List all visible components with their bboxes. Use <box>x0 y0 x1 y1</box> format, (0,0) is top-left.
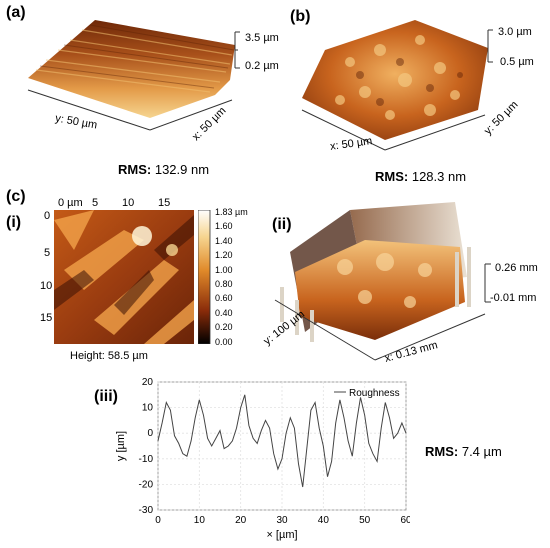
panel-c-ii-z-top: 0.26 mm <box>495 262 538 274</box>
colorbar-tick: 1.00 <box>215 264 233 275</box>
series-line-roughness <box>157 394 407 488</box>
panel-c-i-label: (i) <box>6 214 22 231</box>
panel-b-z-top: 3.0 µm <box>498 26 532 38</box>
map-left-tick-0: 0 <box>44 210 51 222</box>
x-tick-label: 10 <box>194 515 206 526</box>
colorbar-tick: 0.80 <box>215 279 233 290</box>
colorbar-tick: 0.60 <box>215 293 233 304</box>
x-axis-label: × [µm] <box>266 529 297 541</box>
panel-a-rms: RMS: 132.9 nm <box>118 162 209 177</box>
x-tick-label: 20 <box>235 515 247 526</box>
height-caption: Height: 58.5 µm <box>70 350 148 362</box>
colorbar-ticks: 1.83 µm 1.60 1.40 1.20 1.00 0.80 0.60 0.… <box>215 205 248 349</box>
rms-value-c: 7.4 µm <box>461 444 502 459</box>
map-left-tick-2: 10 <box>40 280 53 292</box>
colorbar-tick: 0.00 <box>215 336 233 347</box>
panel-b-rms: RMS: 128.3 nm <box>375 169 466 184</box>
map-top-tick-0: 0 µm <box>58 197 83 209</box>
panel-c-iii-label: (iii) <box>94 388 118 405</box>
x-tick-label: 40 <box>318 515 330 526</box>
x-tick-label: 60 <box>400 515 410 526</box>
y-tick-label: -20 <box>139 479 154 490</box>
rms-label-c: RMS: <box>425 444 459 459</box>
colorbar <box>198 210 211 344</box>
colorbar-tick: 0.20 <box>215 322 233 333</box>
y-tick-label: 0 <box>147 428 153 439</box>
panel-c-label: (c) <box>6 188 26 205</box>
map-top-tick-2: 10 <box>122 197 135 209</box>
map-top-tick-1: 5 <box>92 197 99 209</box>
panel-c-ii-label: (ii) <box>272 216 292 233</box>
panel-a-z-top: 3.5 µm <box>245 32 279 44</box>
y-tick-label: 20 <box>142 377 154 388</box>
rms-value-b: 128.3 nm <box>411 169 467 184</box>
x-tick-label: 50 <box>359 515 371 526</box>
height-map <box>54 210 194 344</box>
x-tick-label: 0 <box>155 515 161 526</box>
panel-a-surface <box>27 20 240 131</box>
colorbar-tick: 1.40 <box>215 235 233 246</box>
y-axis-label: y [µm] <box>115 431 127 461</box>
rms-label-b: RMS: <box>375 169 409 184</box>
colorbar-tick: 1.60 <box>215 221 233 232</box>
map-top-tick-3: 15 <box>158 197 171 209</box>
y-tick-label: -10 <box>139 454 154 465</box>
rms-value-a: 132.9 nm <box>154 162 210 177</box>
panel-a-z-bottom: 0.2 µm <box>245 60 279 72</box>
roughness-chart: 0 10 20 30 40 50 60 20 10 0 -10 -20 -30 × [µm] y [µm] R… <box>115 377 410 541</box>
surface-a <box>28 20 235 118</box>
colorbar-tick: 1.20 <box>215 250 233 261</box>
map-left-tick-3: 15 <box>40 312 53 324</box>
legend-label: Roughness <box>349 388 400 399</box>
panel-c-ii-z-bottom: -0.01 mm <box>490 292 537 304</box>
colorbar-tick: 0.40 <box>215 307 233 318</box>
panel-b-surface <box>301 20 493 151</box>
panel-c-rms: RMS: 7.4 µm <box>425 444 502 459</box>
rms-label-a: RMS: <box>118 162 152 177</box>
colorbar-tick: 1.83 µm <box>215 207 248 217</box>
y-tick-label: -30 <box>139 505 154 516</box>
panel-c-ii-surface <box>274 202 491 361</box>
map-left-tick-1: 5 <box>44 247 51 259</box>
y-tick-label: 10 <box>142 403 154 414</box>
x-tick-label: 30 <box>276 515 288 526</box>
panel-b-label: (b) <box>290 8 311 25</box>
panel-a-label: (a) <box>6 4 26 21</box>
panel-b-z-bottom: 0.5 µm <box>500 56 534 68</box>
